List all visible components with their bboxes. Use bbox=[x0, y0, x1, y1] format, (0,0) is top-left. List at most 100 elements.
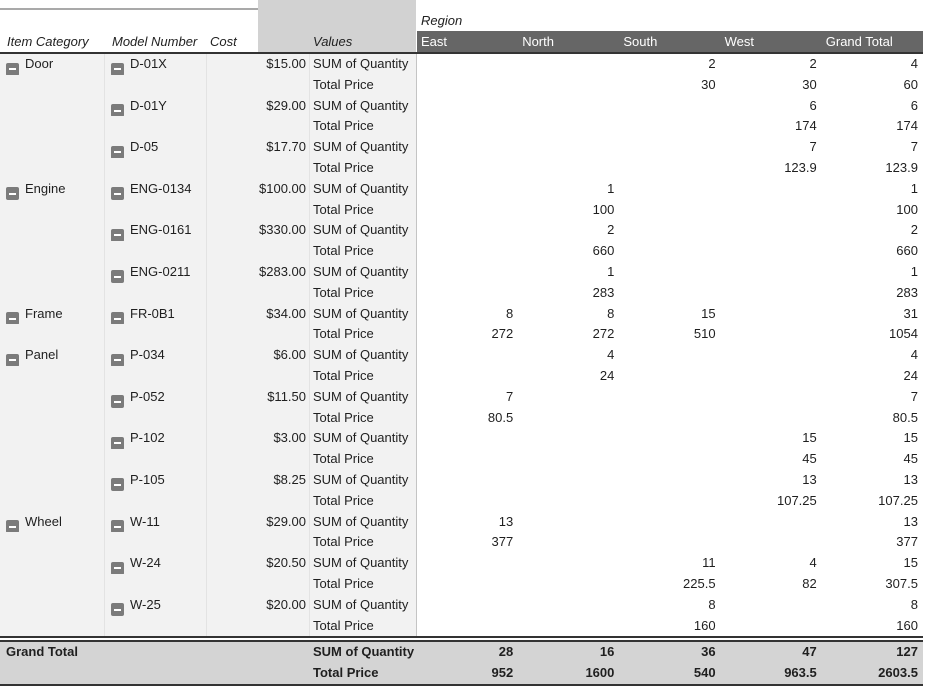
model-cell bbox=[105, 241, 207, 262]
value-cell-south bbox=[619, 220, 721, 242]
model-label: ENG-0161 bbox=[130, 222, 192, 238]
collapse-button[interactable] bbox=[111, 104, 124, 117]
values-label-cell: Total Price bbox=[310, 365, 417, 387]
collapse-button[interactable] bbox=[111, 603, 124, 616]
value-cell-east bbox=[417, 449, 519, 470]
table-row: Total Price 377 377 bbox=[0, 532, 923, 554]
minus-icon bbox=[114, 400, 121, 403]
value-cell-east: 377 bbox=[417, 532, 519, 554]
collapse-button[interactable] bbox=[6, 62, 19, 75]
model-label: P-105 bbox=[130, 471, 165, 487]
value-cell-east bbox=[417, 490, 519, 512]
value-cell-south: 2 bbox=[619, 54, 721, 75]
collapse-button[interactable] bbox=[111, 436, 124, 450]
model-cell: W-25 bbox=[105, 594, 207, 616]
value-cell-east bbox=[417, 137, 519, 158]
model-cell bbox=[105, 407, 207, 429]
value-cell-west bbox=[720, 511, 822, 533]
cost-cell bbox=[207, 490, 310, 512]
value-cell-south bbox=[619, 449, 721, 470]
model-cell: D-01Y bbox=[105, 95, 207, 117]
value-cell-north bbox=[518, 532, 620, 554]
values-label-cell: SUM of Quantity bbox=[310, 178, 417, 200]
values-label-cell: SUM of Quantity bbox=[310, 95, 417, 117]
table-row: ENG-0161 $330.00 SUM of Quantity 2 2 bbox=[0, 220, 923, 242]
model-cell bbox=[105, 365, 207, 387]
value-cell-south bbox=[619, 469, 721, 491]
collapse-button[interactable] bbox=[6, 520, 19, 533]
value-cell-east bbox=[417, 282, 519, 304]
collapse-button[interactable] bbox=[111, 270, 124, 283]
value-cell-north: 272 bbox=[518, 324, 620, 346]
collapse-button[interactable] bbox=[111, 395, 124, 408]
values-label-cell: Total Price bbox=[310, 241, 417, 262]
value-cell-west bbox=[720, 324, 822, 346]
value-cell-east: 272 bbox=[417, 324, 519, 346]
collapse-button[interactable] bbox=[6, 353, 19, 366]
collapse-button[interactable] bbox=[111, 187, 124, 200]
minus-icon bbox=[114, 608, 121, 611]
value-cell-grand-total: 377 bbox=[821, 532, 923, 554]
value-cell-grand-total: 80.5 bbox=[821, 407, 923, 429]
value-cell-east: 7 bbox=[417, 386, 519, 408]
cost-cell bbox=[207, 573, 310, 595]
collapse-button[interactable] bbox=[111, 312, 124, 325]
category-cell bbox=[0, 220, 105, 242]
grand-total-value-grand-total: 127 bbox=[896, 644, 918, 660]
collapse-button[interactable] bbox=[111, 228, 124, 242]
model-cell: ENG-0134 bbox=[105, 178, 207, 200]
cost-cell: $283.00 bbox=[207, 261, 310, 283]
column-header-grand-total: Grand Total bbox=[825, 34, 893, 49]
value-cell-north bbox=[518, 594, 620, 616]
collapse-button[interactable] bbox=[111, 478, 124, 491]
value-cell-north: 100 bbox=[518, 199, 620, 221]
collapse-button[interactable] bbox=[6, 312, 19, 325]
value-cell-north bbox=[518, 157, 620, 179]
value-cell-grand-total: 13 bbox=[821, 469, 923, 491]
value-cell-grand-total: 31 bbox=[821, 303, 923, 325]
value-cell-grand-total: 1 bbox=[821, 261, 923, 283]
value-cell-east bbox=[417, 553, 519, 574]
value-cell-west bbox=[720, 220, 822, 242]
value-cell-grand-total: 6 bbox=[821, 95, 923, 117]
table-row: Total Price 283 283 bbox=[0, 282, 923, 304]
collapse-button[interactable] bbox=[111, 145, 124, 158]
value-cell-grand-total: 2 bbox=[821, 220, 923, 242]
grand-total-label bbox=[0, 663, 310, 684]
grand-total-value-north: 16 bbox=[599, 644, 615, 660]
model-cell bbox=[105, 324, 207, 346]
values-label-cell: SUM of Quantity bbox=[310, 511, 417, 533]
category-cell bbox=[0, 137, 105, 158]
collapse-button[interactable] bbox=[111, 62, 124, 75]
value-cell-west bbox=[720, 594, 822, 616]
cost-cell bbox=[207, 116, 310, 138]
model-label: P-102 bbox=[130, 430, 165, 446]
cost-cell: $20.00 bbox=[207, 594, 310, 616]
cost-cell: $15.00 bbox=[207, 54, 310, 75]
values-label-cell: SUM of Quantity bbox=[310, 54, 417, 75]
model-label: D-01X bbox=[130, 56, 167, 71]
value-cell-north: 24 bbox=[518, 365, 620, 387]
value-cell-south bbox=[619, 407, 721, 429]
cost-cell bbox=[207, 199, 310, 221]
cost-cell: $11.50 bbox=[207, 386, 310, 408]
value-cell-west: 82 bbox=[720, 573, 822, 595]
cost-cell bbox=[207, 241, 310, 262]
model-cell bbox=[105, 449, 207, 470]
header-cost: Cost bbox=[210, 34, 237, 49]
category-cell bbox=[0, 365, 105, 387]
value-cell-north bbox=[518, 95, 620, 117]
collapse-button[interactable] bbox=[6, 187, 19, 200]
collapse-button[interactable] bbox=[111, 353, 124, 366]
collapse-button[interactable] bbox=[111, 561, 124, 574]
cost-cell bbox=[207, 324, 310, 346]
value-cell-west: 13 bbox=[720, 469, 822, 491]
collapse-button[interactable] bbox=[111, 520, 124, 533]
value-cell-north bbox=[518, 490, 620, 512]
category-cell bbox=[0, 241, 105, 262]
minus-icon bbox=[114, 442, 121, 445]
grand-total-value-grand-total: 2603.5 bbox=[878, 665, 918, 681]
value-cell-south bbox=[619, 157, 721, 179]
values-label-cell: SUM of Quantity bbox=[310, 345, 417, 366]
category-cell: Frame bbox=[0, 303, 105, 325]
